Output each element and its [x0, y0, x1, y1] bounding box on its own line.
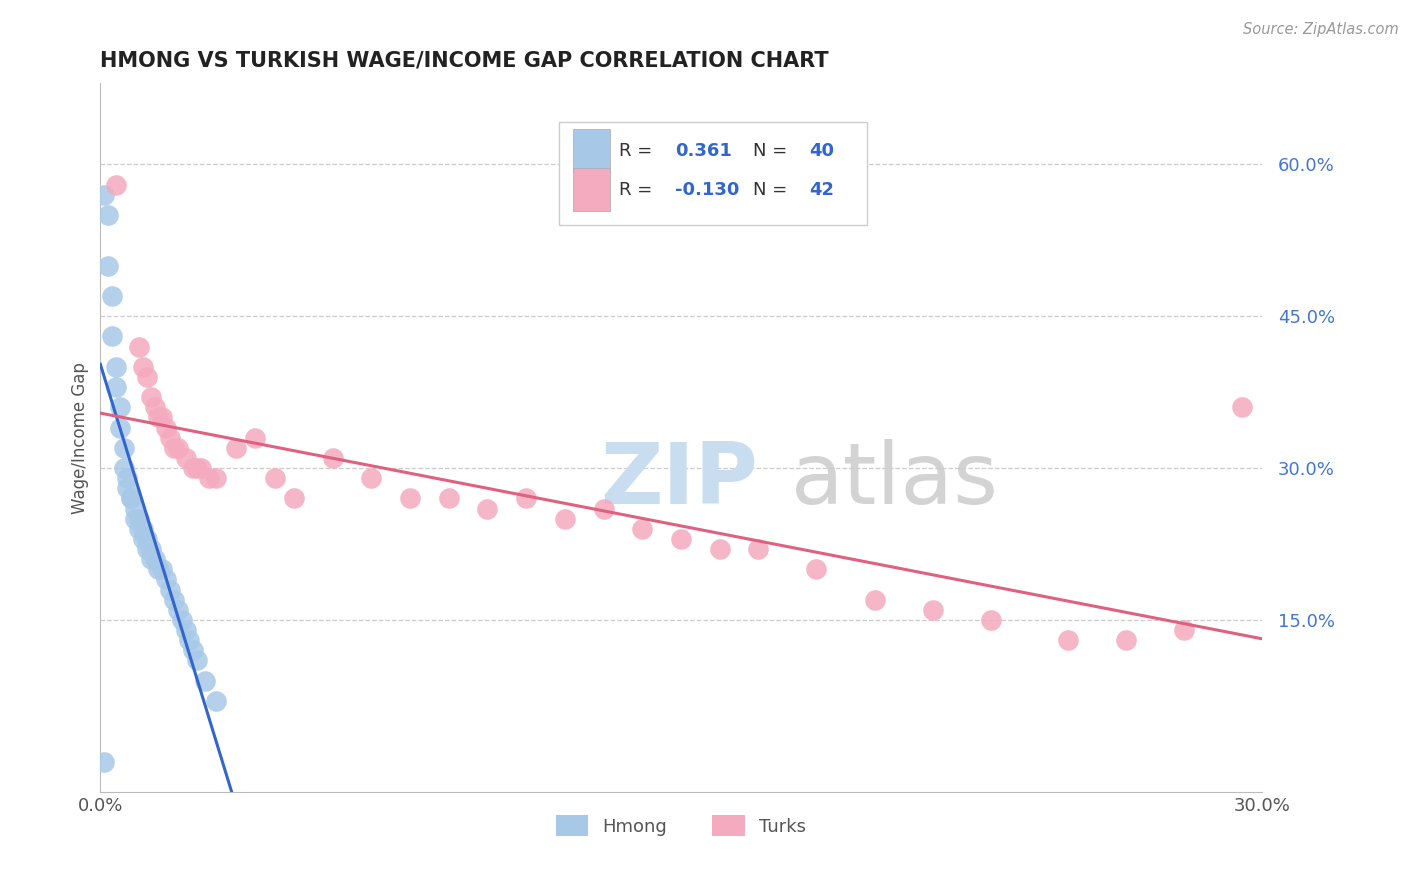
Point — [225, 441, 247, 455]
FancyBboxPatch shape — [574, 169, 610, 211]
Point — [159, 431, 181, 445]
Point — [108, 420, 131, 434]
Point — [806, 562, 828, 576]
Point — [980, 613, 1002, 627]
Point — [93, 187, 115, 202]
Point — [135, 541, 157, 556]
Point — [263, 471, 285, 485]
Point — [166, 603, 188, 617]
Point — [93, 755, 115, 769]
Point — [181, 643, 204, 657]
Text: N =: N = — [754, 142, 793, 160]
Point — [190, 461, 212, 475]
Y-axis label: Wage/Income Gap: Wage/Income Gap — [72, 362, 89, 514]
Point — [155, 573, 177, 587]
Text: ZIP: ZIP — [600, 439, 758, 522]
Point — [108, 401, 131, 415]
Point — [669, 532, 692, 546]
Point — [163, 441, 186, 455]
Point — [104, 178, 127, 192]
Point — [170, 613, 193, 627]
Point — [205, 694, 228, 708]
Point — [120, 491, 142, 506]
FancyBboxPatch shape — [574, 129, 610, 172]
Text: -0.130: -0.130 — [675, 181, 740, 199]
Point — [194, 673, 217, 688]
Point — [104, 359, 127, 374]
Point — [437, 491, 460, 506]
Legend: Hmong, Turks: Hmong, Turks — [548, 808, 814, 843]
Point — [124, 501, 146, 516]
Point — [709, 541, 731, 556]
Point — [163, 592, 186, 607]
Point — [97, 208, 120, 222]
Point — [117, 471, 139, 485]
Text: N =: N = — [754, 181, 793, 199]
Point — [124, 511, 146, 525]
Point — [181, 461, 204, 475]
Point — [166, 441, 188, 455]
Point — [921, 603, 943, 617]
Point — [132, 522, 155, 536]
Text: atlas: atlas — [792, 439, 1000, 522]
Text: 0.361: 0.361 — [675, 142, 733, 160]
Point — [197, 471, 219, 485]
Point — [515, 491, 537, 506]
Point — [132, 359, 155, 374]
Point — [139, 552, 162, 566]
Point — [174, 450, 197, 465]
Point — [631, 522, 654, 536]
Point — [360, 471, 382, 485]
Point — [205, 471, 228, 485]
Point — [139, 390, 162, 404]
Point — [101, 289, 124, 303]
Point — [399, 491, 422, 506]
Text: R =: R = — [620, 142, 658, 160]
Point — [283, 491, 305, 506]
Text: 42: 42 — [808, 181, 834, 199]
Point — [128, 340, 150, 354]
Point — [139, 541, 162, 556]
Text: Source: ZipAtlas.com: Source: ZipAtlas.com — [1243, 22, 1399, 37]
FancyBboxPatch shape — [560, 122, 868, 225]
Point — [120, 491, 142, 506]
Point — [97, 259, 120, 273]
Point — [174, 623, 197, 637]
Point — [1057, 633, 1080, 648]
Point — [143, 552, 166, 566]
Point — [747, 541, 769, 556]
Point — [592, 501, 614, 516]
Point — [155, 420, 177, 434]
Point — [477, 501, 499, 516]
Point — [186, 653, 208, 667]
Point — [135, 532, 157, 546]
Text: R =: R = — [620, 181, 658, 199]
Point — [101, 329, 124, 343]
Text: HMONG VS TURKISH WAGE/INCOME GAP CORRELATION CHART: HMONG VS TURKISH WAGE/INCOME GAP CORRELA… — [100, 51, 830, 70]
Point — [186, 461, 208, 475]
Point — [104, 380, 127, 394]
Point — [150, 410, 173, 425]
Point — [148, 562, 170, 576]
Point — [1173, 623, 1195, 637]
Point — [112, 441, 135, 455]
Point — [128, 511, 150, 525]
Point — [112, 461, 135, 475]
Point — [1115, 633, 1137, 648]
Point — [117, 481, 139, 495]
Point — [863, 592, 886, 607]
Point — [179, 633, 201, 648]
Point — [322, 450, 344, 465]
Point — [128, 522, 150, 536]
Point — [150, 562, 173, 576]
Point — [135, 370, 157, 384]
Point — [143, 401, 166, 415]
Point — [1232, 401, 1254, 415]
Point — [554, 511, 576, 525]
Point — [132, 532, 155, 546]
Point — [148, 410, 170, 425]
Point — [159, 582, 181, 597]
Text: 40: 40 — [808, 142, 834, 160]
Point — [245, 431, 267, 445]
